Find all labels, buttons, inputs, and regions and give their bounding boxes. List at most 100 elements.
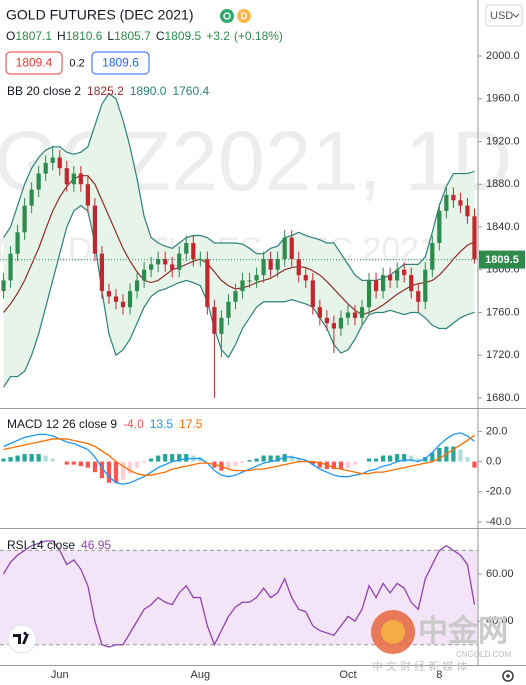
change-percent: (+0.18%) — [234, 29, 283, 43]
gear-hub — [506, 674, 510, 678]
candle-body — [240, 280, 245, 292]
macd-histogram-bar — [15, 455, 20, 462]
macd-label: MACD 12 26 close 9 — [7, 417, 117, 431]
bb-basis-value: 1825.2 — [87, 84, 124, 98]
currency-label[interactable]: USD — [490, 10, 513, 22]
candle-body — [430, 243, 435, 270]
settings-button[interactable] — [502, 670, 514, 682]
candle-body — [163, 259, 168, 265]
candle-body — [233, 291, 238, 302]
candle-body — [472, 216, 477, 260]
candle-body — [8, 253, 13, 281]
macd-histogram-bar — [352, 461, 358, 465]
macd-histogram-bar — [331, 461, 337, 470]
candle-body — [1, 280, 6, 292]
dropdown-arrow — [512, 13, 520, 18]
candle-body — [338, 317, 344, 329]
ohlc-value: 1810.6 — [66, 29, 103, 43]
candle-body — [212, 307, 217, 334]
bb-label: BB 20 close 2 — [7, 84, 81, 98]
macd-histogram-bar — [282, 454, 287, 462]
candle-body — [113, 296, 119, 302]
rsi-label: RSI 14 close — [7, 538, 75, 552]
brand-tagline: 中 文 财 经 新 媒 体 — [372, 659, 467, 673]
candle-body — [170, 264, 175, 270]
gear-ring — [502, 670, 514, 682]
ohlc-label: C — [156, 29, 165, 43]
macd-histogram-bar — [289, 455, 294, 462]
macd-histogram-bar — [345, 461, 351, 468]
sell-price[interactable]: 1809.4 — [16, 56, 53, 70]
tradingview-logo[interactable] — [7, 624, 37, 654]
delayed-glyph: D — [241, 11, 248, 21]
y-tick-label: 1680.0 — [486, 392, 520, 404]
ohlc-label: H — [57, 29, 66, 43]
bb-upper-value: 1890.0 — [130, 84, 167, 98]
macd-histogram-bar — [388, 455, 393, 462]
macd-histogram-bar — [64, 461, 69, 465]
macd-histogram-bar — [458, 449, 463, 462]
x-tick-label: 8 — [436, 669, 442, 681]
y-tick-label: -40.0 — [486, 516, 511, 528]
ohlc-value: 1805.7 — [114, 29, 151, 43]
candle-body — [451, 194, 456, 201]
candle-body — [120, 301, 126, 308]
macd-histogram-bar — [92, 461, 98, 473]
candle-body — [85, 184, 90, 206]
candle-body — [127, 291, 133, 308]
macd-histogram-bar — [226, 461, 231, 470]
rsi-line — [2, 540, 476, 648]
candle-body — [205, 259, 210, 308]
ohlc-value: 1807.1 — [15, 29, 52, 43]
macd-value: 13.5 — [150, 417, 174, 431]
macd-histogram-bar — [134, 461, 140, 468]
candle-body — [409, 275, 414, 292]
buy-button[interactable] — [91, 51, 150, 75]
market-status-icon[interactable] — [220, 9, 234, 23]
delayed-icon[interactable] — [237, 9, 251, 23]
candle-body — [134, 280, 140, 292]
logo-mark — [13, 631, 29, 644]
candle-body — [373, 280, 379, 292]
y-tick-label: 1880.0 — [486, 178, 520, 190]
macd-histogram-bar — [366, 458, 372, 462]
candle-body — [416, 291, 421, 302]
candle-body — [465, 205, 470, 217]
macd-histogram-bar — [127, 461, 133, 474]
brand-logo-inner — [381, 620, 405, 644]
sell-button[interactable] — [5, 51, 63, 75]
candle-body — [247, 280, 252, 282]
candle-body — [64, 168, 69, 185]
currency-selector[interactable] — [485, 4, 523, 27]
chart-title: GOLD FUTURES (DEC 2021) — [6, 7, 193, 23]
macd-histogram-bar — [465, 457, 470, 462]
candle-body — [345, 312, 351, 318]
ohlc-label: L — [107, 29, 114, 43]
candle-body — [423, 269, 428, 302]
macd-histogram-bar — [430, 452, 435, 462]
y-tick-label: 0.0 — [486, 455, 501, 467]
last-price-label: 1809.5 — [485, 254, 519, 266]
candle-body — [324, 317, 329, 324]
candle-body — [198, 259, 203, 261]
candle-body — [444, 194, 449, 211]
candle-body — [141, 269, 147, 281]
macd-histogram-bar — [149, 458, 154, 462]
macd-histogram-bar — [402, 454, 407, 462]
macd-histogram-bar — [472, 461, 477, 468]
candle-body — [261, 259, 266, 276]
macd-histogram-bar — [29, 454, 34, 462]
macd-histogram-bar — [240, 461, 245, 464]
y-tick-label: 1840.0 — [486, 221, 520, 233]
candle-body — [184, 243, 189, 254]
macd-histogram-bar — [8, 457, 13, 462]
macd-histogram-bar — [310, 461, 315, 465]
candle-body — [71, 173, 76, 185]
buy-price[interactable]: 1809.6 — [102, 56, 139, 70]
candle-body — [106, 291, 112, 297]
macd-histogram-bar — [99, 461, 105, 479]
candle-body — [352, 312, 358, 318]
x-tick-label: Aug — [191, 669, 211, 681]
macd-histogram-bar — [163, 454, 168, 462]
macd-histogram-bar — [247, 460, 252, 462]
